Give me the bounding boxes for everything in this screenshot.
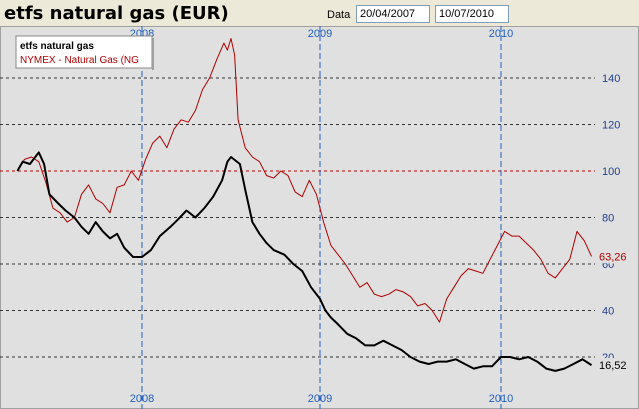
x-tick-label-top: 2009: [308, 28, 332, 40]
series-line-nymex: [16, 38, 592, 323]
y-tick-label: 140: [602, 73, 620, 85]
x-tick-label-top: 2010: [489, 28, 513, 40]
legend-box: [15, 35, 153, 69]
series-line-etfs: [16, 151, 593, 372]
x-tick-label-bottom: 2010: [489, 393, 513, 405]
legend-etfs: etfs natural gas: [20, 41, 94, 52]
page-title: etfs natural gas (EUR): [4, 3, 229, 24]
y-tick-label: 120: [602, 120, 620, 132]
y-tick-label: 100: [602, 166, 620, 178]
legend: etfs natural gas NYMEX - Natural Gas (NG: [15, 35, 154, 70]
legend-shadow: [152, 38, 154, 70]
x-tick-label-bottom: 2008: [130, 393, 154, 405]
date-label: Data: [327, 9, 351, 21]
x-tick-label-bottom: 2009: [308, 393, 332, 405]
y-tick-label: 40: [602, 306, 614, 318]
last-value-nymex: 63,26: [597, 249, 637, 264]
price-chart: 2040608010012014020082008200920092010201…: [0, 26, 639, 409]
last-value-etfs: 16,52: [597, 358, 637, 373]
date-to-field[interactable]: 10/07/2010: [435, 5, 509, 23]
y-tick-label: 80: [602, 213, 614, 225]
svg-text:63,26: 63,26: [599, 251, 627, 263]
date-from-field[interactable]: 20/04/2007: [356, 5, 430, 23]
svg-text:16,52: 16,52: [599, 360, 627, 372]
legend-nymex: NYMEX - Natural Gas (NG: [20, 55, 139, 66]
